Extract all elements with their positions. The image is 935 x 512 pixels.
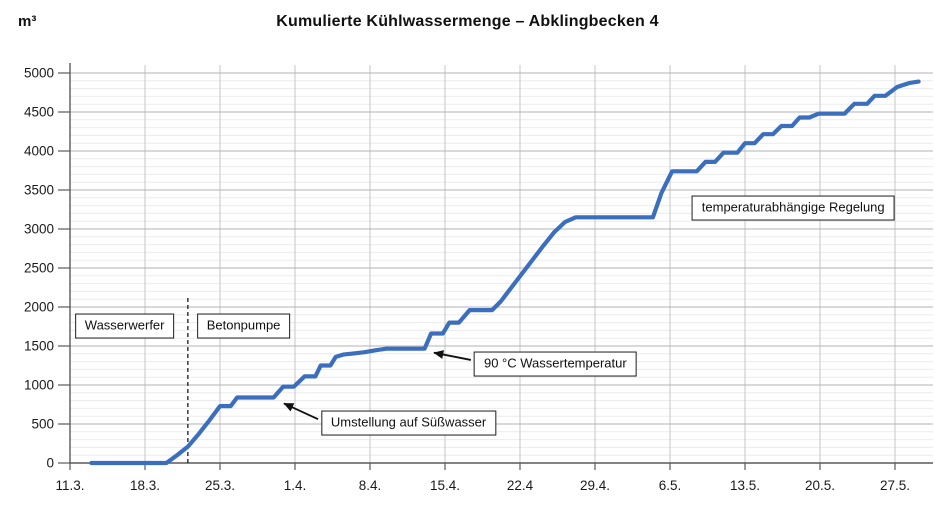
y-tick-labels: 0 500 1000 1500 2000 2500 3000 3500 4000 4500 5000 [24,66,54,471]
svg-text:1.4.: 1.4. [284,478,307,493]
svg-text:25.3.: 25.3. [205,478,235,493]
annotation-wasserwerfer: Wasserwerfer [74,313,175,339]
svg-text:22.4: 22.4 [507,478,534,493]
annotation-temperaturregelung: temperaturabhängige Regelung [691,195,895,221]
svg-text:15.4.: 15.4. [430,478,460,493]
annotation-betonpumpe: Betonpumpe [196,313,291,339]
svg-text:27.5.: 27.5. [880,478,910,493]
page-title: Kumulierte Kühlwassermenge – Abklingbeck… [276,13,659,30]
svg-text:0: 0 [46,456,54,471]
svg-text:2500: 2500 [24,261,54,276]
svg-text:1500: 1500 [24,339,54,354]
series-line [89,79,921,466]
svg-text:1000: 1000 [24,378,54,393]
annotation-arrows [283,350,472,421]
axes [58,63,933,470]
v-gridlines [144,65,896,463]
x-tick-labels: 11.3. 18.3. 25.3. 1.4. 8.4. 15.4. 22.4 29.4. 6.5… [55,478,910,493]
svg-text:2000: 2000 [24,300,54,315]
svg-text:3000: 3000 [24,222,54,237]
svg-text:8.4.: 8.4. [359,478,382,493]
svg-text:5000: 5000 [24,66,54,81]
svg-text:29.4.: 29.4. [580,478,610,493]
annotation-umstellung-suesswasser: Umstellung auf Süßwasser [320,410,497,436]
svg-text:20.5.: 20.5. [805,478,835,493]
svg-text:13.5.: 13.5. [730,478,760,493]
svg-text:6.5.: 6.5. [659,478,682,493]
h-gridlines-major [70,72,933,425]
svg-text:11.3.: 11.3. [55,478,84,493]
svg-text:4500: 4500 [24,105,54,120]
svg-text:4000: 4000 [24,144,54,159]
svg-text:18.3.: 18.3. [130,478,160,493]
annotation-wassertemperatur: 90 °C Wassertemperatur [473,351,637,377]
svg-text:500: 500 [31,417,54,432]
y-axis-unit-label: m³ [18,13,37,30]
svg-text:3500: 3500 [24,183,54,198]
